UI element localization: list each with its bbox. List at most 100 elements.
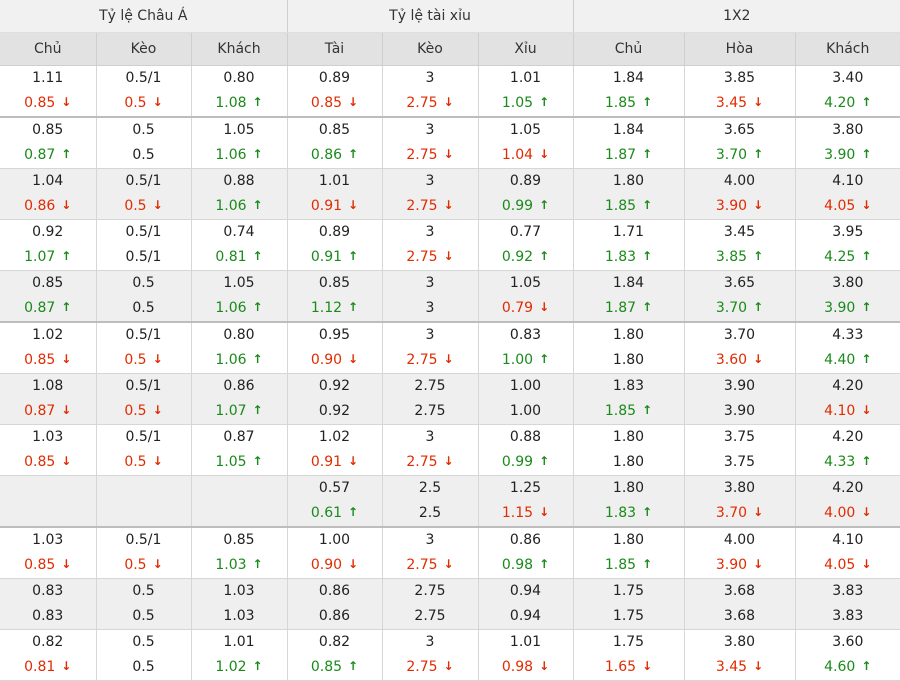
- opening-odds: 1.25: [509, 480, 542, 496]
- group-header-over-under: Tỷ lệ tài xỉu: [287, 0, 574, 33]
- arrow-down-icon: ↓: [753, 505, 764, 519]
- odds-cell: 1.05 1.06 ↑: [191, 117, 288, 169]
- current-odds: 0.85 ↓: [0, 91, 96, 116]
- opening-odds: 0.5: [132, 634, 155, 650]
- current-odds-value: 2.75: [406, 95, 438, 111]
- current-odds: 4.00 ↓: [796, 501, 900, 526]
- current-odds-value: 0.85: [310, 95, 343, 111]
- odds-cell: 1.05 1.06 ↑: [191, 270, 288, 323]
- odds-cell: 1.71 1.83 ↑: [573, 219, 685, 271]
- current-odds-value: 1.06: [215, 352, 247, 368]
- odds-cell: 1.01 0.91 ↓: [287, 168, 383, 220]
- current-odds: 1.04 ↓: [479, 143, 573, 168]
- odds-cell: 3 2.75 ↓: [382, 117, 479, 169]
- current-odds-value: 0.99: [501, 454, 534, 470]
- arrow-down-icon: ↓: [443, 659, 454, 673]
- current-odds-value: 2.75: [406, 454, 438, 470]
- current-odds-value: 0.81: [24, 659, 56, 675]
- odds-cell: 3 2.75 ↓: [382, 322, 479, 374]
- current-odds: 3.90: [685, 399, 795, 424]
- opening-odds: 1.84: [612, 122, 645, 138]
- odds-cell: [191, 475, 288, 528]
- opening-odds: 4.20: [832, 378, 864, 394]
- odds-cell: 3 2.75 ↓: [382, 629, 479, 681]
- opening-odds: 2.5: [418, 480, 442, 496]
- arrow-up-icon: ↑: [642, 557, 653, 571]
- arrow-up-icon: ↑: [252, 557, 263, 571]
- arrow-down-icon: ↓: [443, 95, 454, 109]
- opening-odds: 3: [425, 70, 435, 86]
- odds-cell: 0.5/1 0.5 ↓: [96, 322, 192, 374]
- odds-cell: 1.02 0.85 ↓: [0, 322, 97, 374]
- current-odds-value: 0.86: [310, 147, 343, 163]
- current-odds: 0.61 ↑: [288, 501, 382, 526]
- arrow-up-icon: ↑: [861, 659, 872, 673]
- opening-odds: 1.00: [509, 378, 542, 394]
- arrow-down-icon: ↓: [61, 403, 72, 417]
- opening-odds: 1.05: [509, 275, 542, 291]
- column-header: Chủ: [0, 32, 97, 66]
- odds-cell: 3 2.75 ↓: [382, 527, 479, 579]
- opening-odds: 0.92: [318, 378, 351, 394]
- current-odds: 0.5: [97, 604, 191, 629]
- odds-cell: 4.20 4.33 ↑: [795, 424, 900, 476]
- odds-cell: 0.5/1 0.5 ↓: [96, 168, 192, 220]
- opening-odds: 1.84: [612, 70, 645, 86]
- odds-cell: 1.83 1.85 ↑: [573, 373, 685, 425]
- current-odds-value: 2.5: [418, 505, 442, 521]
- opening-odds: 0.83: [32, 583, 64, 599]
- odds-cell: 0.80 1.08 ↑: [191, 65, 288, 118]
- current-odds: 0.99 ↑: [479, 194, 573, 219]
- opening-odds: 1.05: [223, 122, 255, 138]
- opening-odds: 1.01: [223, 634, 255, 650]
- current-odds-value: 0.87: [24, 300, 56, 316]
- opening-odds: [97, 476, 191, 501]
- odds-cell: [96, 475, 192, 528]
- current-odds-value: 0.5/1: [125, 249, 162, 265]
- current-odds-value: 0.85: [24, 352, 56, 368]
- odds-row: 1.08 0.87 ↓ 0.5/1 0.5 ↓ 0.86 1.07 ↑ 0.92 0.92 2.75 2…: [0, 373, 900, 425]
- opening-odds: 0.85: [223, 532, 255, 548]
- arrow-down-icon: ↓: [443, 454, 454, 468]
- arrow-up-icon: ↑: [753, 249, 764, 263]
- odds-cell: 0.85 1.03 ↑: [191, 527, 288, 579]
- opening-odds: 3.83: [832, 583, 864, 599]
- current-odds: 0.85 ↓: [0, 553, 96, 578]
- opening-odds: 1.05: [509, 122, 542, 138]
- odds-cell: 3.68 3.68: [684, 578, 796, 630]
- current-odds: 2.75 ↓: [383, 450, 478, 475]
- column-header: Kèo: [382, 32, 479, 66]
- current-odds: 2.75 ↓: [383, 194, 478, 219]
- current-odds-value: 0.5: [132, 659, 155, 675]
- arrow-down-icon: ↓: [152, 198, 163, 212]
- current-odds-value: 1.04: [501, 147, 534, 163]
- opening-odds: 4.00: [723, 173, 756, 189]
- odds-row: 1.04 0.86 ↓ 0.5/1 0.5 ↓ 0.88 1.06 ↑ 1.01 0.91 ↓ 3 2.7…: [0, 168, 900, 220]
- current-odds-value: 3.45: [715, 95, 748, 111]
- odds-cell: 1.00 0.90 ↓: [287, 527, 383, 579]
- current-odds: 1.00 ↑: [479, 348, 573, 373]
- arrow-down-icon: ↓: [753, 557, 764, 571]
- opening-odds: 3: [425, 532, 435, 548]
- current-odds: 1.75: [574, 604, 684, 629]
- current-odds: 0.85 ↑: [288, 655, 382, 680]
- current-odds-value: 0.79: [501, 300, 534, 316]
- odds-cell: 0.87 1.05 ↑: [191, 424, 288, 476]
- current-odds-value: 4.60: [824, 659, 856, 675]
- current-odds-value: 0.5: [124, 403, 147, 419]
- current-odds-value: 1.85: [604, 403, 637, 419]
- odds-row: 0.85 0.87 ↑ 0.5 0.5 1.05 1.06 ↑ 0.85 0.86 ↑ 3 2.75 ↓ 1…: [0, 117, 900, 169]
- current-odds-value: 1.83: [604, 505, 637, 521]
- odds-cell: 3.85 3.45 ↓: [684, 65, 796, 118]
- opening-odds: 0.5/1: [125, 378, 162, 394]
- arrow-down-icon: ↓: [61, 557, 72, 571]
- opening-odds: 0.89: [318, 224, 351, 240]
- current-odds-value: 3.70: [715, 505, 748, 521]
- current-odds: 4.40 ↑: [796, 348, 900, 373]
- current-odds: 1.85 ↑: [574, 399, 684, 424]
- current-odds: 0.81 ↓: [0, 655, 96, 680]
- opening-odds: 3.65: [723, 122, 756, 138]
- current-odds-value: 0.5: [124, 454, 147, 470]
- current-odds: 1.06 ↑: [192, 194, 287, 219]
- opening-odds: 1.01: [509, 634, 542, 650]
